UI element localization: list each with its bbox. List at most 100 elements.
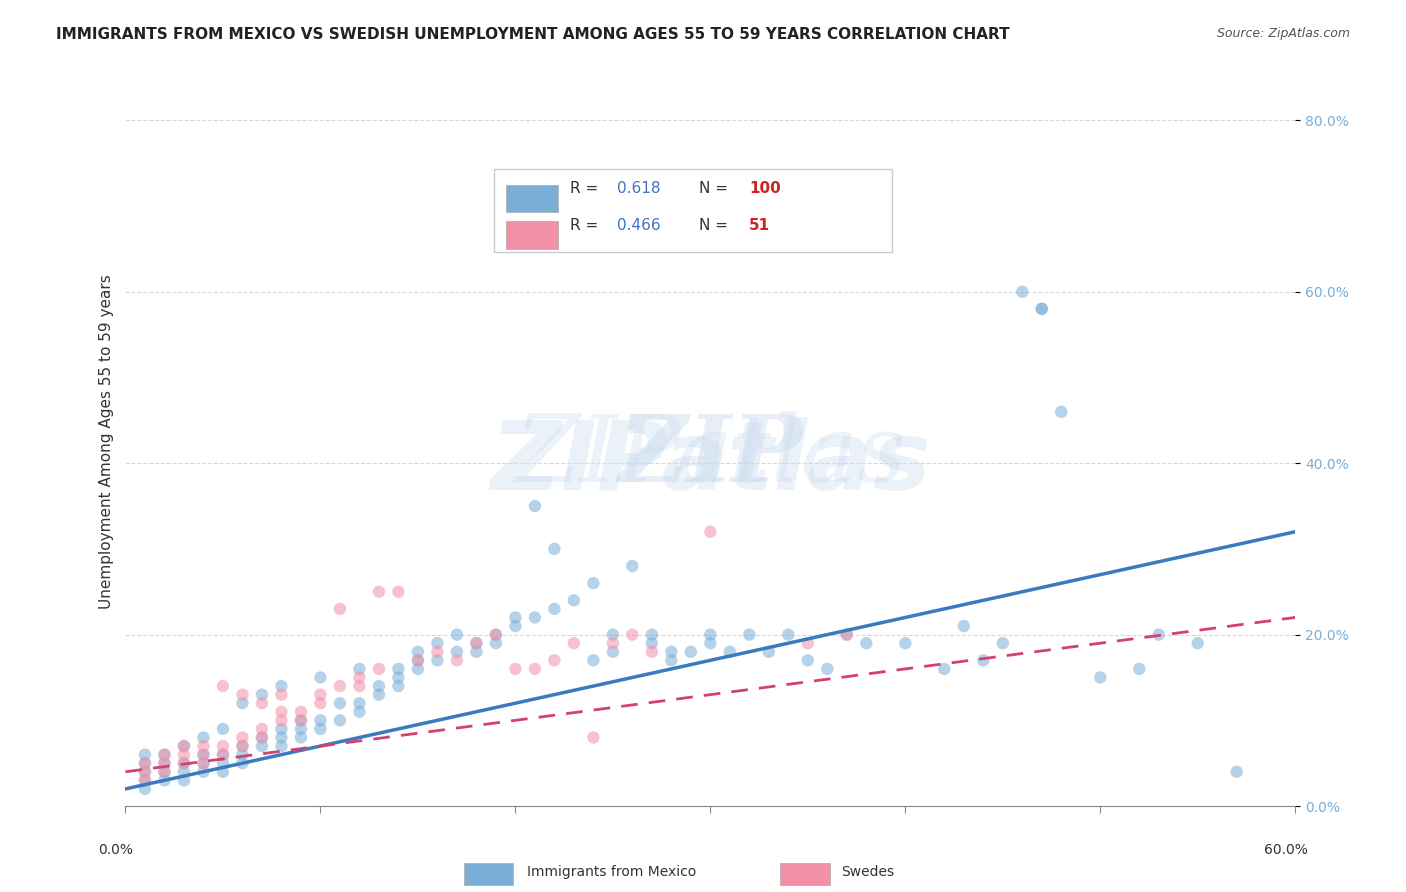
FancyBboxPatch shape (506, 221, 558, 249)
Point (349, 671, 371, 685)
Point (231, 739, 253, 753)
Point (1031, 301, 1053, 316)
Point (212, 747, 235, 762)
Point (270, 714, 292, 728)
Point (446, 653, 468, 667)
Point (934, 662, 956, 676)
Point (523, 499, 546, 513)
Point (173, 756, 195, 771)
Point (193, 756, 215, 771)
Point (212, 739, 235, 753)
Point (134, 764, 156, 779)
Point (1128, 662, 1150, 676)
Point (679, 645, 702, 659)
Point (231, 688, 253, 702)
Point (699, 627, 721, 641)
Point (270, 679, 292, 693)
Point (368, 679, 391, 693)
Point (1147, 627, 1170, 641)
Point (1226, 764, 1249, 779)
Y-axis label: Unemployment Among Ages 55 to 59 years: Unemployment Among Ages 55 to 59 years (100, 275, 114, 609)
Point (855, 636, 877, 650)
Point (368, 662, 391, 676)
Text: 0.466: 0.466 (617, 218, 661, 233)
Point (485, 627, 508, 641)
Point (231, 756, 253, 771)
Point (329, 714, 352, 728)
Point (290, 714, 312, 728)
Point (641, 627, 664, 641)
Point (1050, 405, 1073, 419)
Point (134, 773, 156, 788)
Text: N =: N = (699, 218, 733, 233)
Point (426, 653, 449, 667)
Point (134, 747, 156, 762)
Point (387, 679, 409, 693)
Point (972, 653, 994, 667)
Point (212, 679, 235, 693)
Point (290, 714, 312, 728)
Point (815, 662, 838, 676)
Point (406, 653, 429, 667)
Text: 0.0%: 0.0% (98, 843, 134, 857)
Text: 51: 51 (749, 218, 770, 233)
Point (426, 645, 449, 659)
Text: Immigrants from Mexico: Immigrants from Mexico (527, 865, 696, 880)
Point (134, 781, 156, 796)
Point (250, 688, 273, 702)
Point (329, 696, 352, 710)
Point (543, 602, 565, 616)
Point (212, 722, 235, 736)
FancyBboxPatch shape (506, 185, 558, 212)
Point (270, 722, 292, 736)
Point (446, 645, 468, 659)
Point (270, 688, 292, 702)
Point (193, 764, 215, 779)
Point (387, 671, 409, 685)
Point (797, 653, 820, 667)
Text: 60.0%: 60.0% (1264, 843, 1308, 857)
Point (485, 636, 508, 650)
Point (406, 645, 429, 659)
Point (387, 662, 409, 676)
FancyBboxPatch shape (494, 169, 891, 252)
Point (153, 747, 176, 762)
Point (523, 610, 546, 624)
Point (368, 584, 391, 599)
Point (153, 764, 176, 779)
Point (406, 662, 429, 676)
Point (173, 756, 195, 771)
Text: 0.618: 0.618 (617, 181, 661, 196)
Point (309, 688, 332, 702)
Point (718, 645, 741, 659)
Point (173, 773, 195, 788)
Point (738, 627, 761, 641)
Point (349, 679, 371, 693)
Point (270, 739, 292, 753)
Point (952, 619, 974, 633)
Point (699, 636, 721, 650)
Point (582, 576, 605, 591)
Point (270, 705, 292, 719)
Point (641, 636, 664, 650)
Point (699, 524, 721, 539)
Point (250, 722, 273, 736)
Point (1011, 285, 1033, 299)
Point (659, 653, 682, 667)
Point (1031, 301, 1053, 316)
Point (153, 773, 176, 788)
Text: Swedes: Swedes (841, 865, 894, 880)
Point (562, 636, 585, 650)
Point (602, 645, 624, 659)
Point (758, 645, 780, 659)
Point (582, 653, 605, 667)
Point (153, 747, 176, 762)
Point (641, 645, 664, 659)
Point (173, 739, 195, 753)
Point (329, 679, 352, 693)
Point (991, 636, 1014, 650)
Point (173, 747, 195, 762)
Point (231, 696, 253, 710)
Point (894, 636, 917, 650)
Point (231, 747, 253, 762)
